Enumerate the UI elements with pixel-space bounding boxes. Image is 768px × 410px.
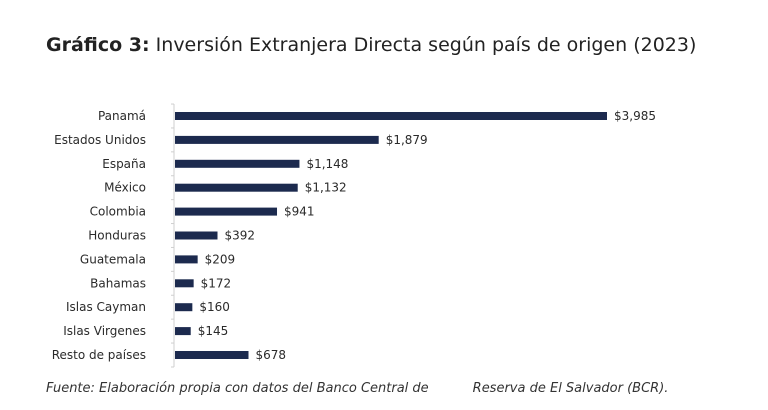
category-label: Estados Unidos (54, 133, 146, 147)
bar (175, 351, 249, 359)
data-label: $172 (201, 276, 232, 290)
bar (175, 112, 607, 120)
data-label: $3,985 (614, 109, 656, 123)
category-label: Islas Virgenes (63, 324, 146, 338)
data-label: $941 (284, 205, 315, 219)
data-label: $678 (255, 348, 286, 362)
category-label: España (102, 157, 146, 171)
data-label: $1,132 (305, 181, 347, 195)
category-label: Bahamas (90, 276, 146, 290)
bar (175, 255, 198, 264)
category-label: Honduras (88, 229, 146, 243)
chart-title-prefix: Gráfico 3: (46, 34, 150, 56)
chart-title: Gráfico 3: Inversión Extranjera Directa … (46, 33, 746, 57)
data-label: $145 (198, 324, 229, 338)
bar (175, 327, 191, 336)
data-label: $160 (199, 300, 230, 314)
category-label: México (104, 181, 146, 195)
bar (175, 207, 278, 216)
category-label: Panamá (98, 109, 146, 123)
category-label: Colombia (90, 205, 146, 219)
data-label: $209 (205, 252, 236, 266)
category-label: Resto de países (52, 348, 146, 362)
category-label: Islas Cayman (66, 300, 146, 314)
category-label: Guatemala (80, 252, 146, 266)
data-label: $1,148 (306, 157, 348, 171)
chart-title-text: Inversión Extranjera Directa según país … (155, 34, 697, 56)
data-label: $1,879 (386, 133, 428, 147)
bar (175, 183, 298, 192)
data-label: $392 (224, 229, 255, 243)
source-note-part2: Reserva de El Salvador (BCR). (472, 381, 669, 396)
bar (175, 135, 379, 144)
bar (175, 279, 194, 288)
bar (175, 303, 193, 312)
source-note-part1: Fuente: Elaboración propia con datos del… (46, 381, 429, 396)
source-note: Fuente: Elaboración propia con datos del… (46, 381, 668, 396)
bar (175, 231, 218, 240)
bar (175, 159, 300, 168)
